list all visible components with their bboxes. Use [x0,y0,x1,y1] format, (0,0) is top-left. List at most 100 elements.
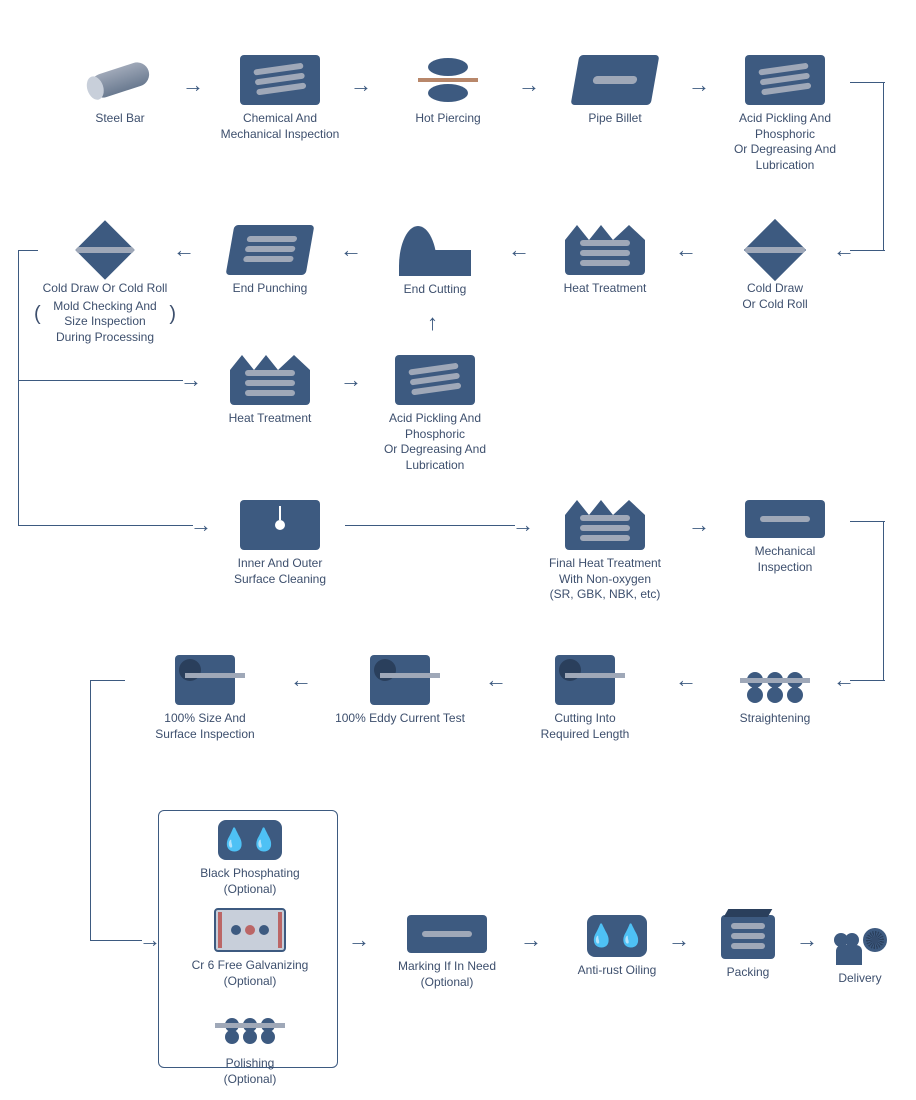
step-hot-piercing: Hot Piercing [373,55,523,127]
heat-treatment-icon [565,500,645,550]
step-eddy-current-test: 100% Eddy Current Test [310,655,490,727]
step-label: End Cutting [360,282,510,298]
step-label: Steel Bar [45,111,195,127]
step-label: Acid Pickling And Phosphoric Or Degreasi… [360,411,510,473]
end-punching-icon [226,225,315,275]
connector-line [18,250,19,380]
arrow-icon [348,927,370,953]
arrow-icon [427,310,438,336]
step-label: Delivery [810,971,910,987]
step-packing: Packing [688,915,808,981]
step-cold-draw-1: Cold Draw Or Cold Roll [700,225,850,312]
arrow-icon [688,512,710,538]
step-marking: Marking If In Need (Optional) [372,915,522,990]
step-label: Black Phosphating (Optional) [175,866,325,897]
step-label: Straightening [700,711,850,727]
arrow-icon [518,72,540,98]
cutting-icon [555,655,615,705]
marking-icon [407,915,487,953]
pipe-billet-icon [571,55,660,105]
step-chem-mech-inspection: Chemical And Mechanical Inspection [205,55,355,142]
step-black-phosphating: 💧💧 Black Phosphating (Optional) [175,820,325,897]
step-label: Cutting Into Required Length [510,711,660,742]
acid-pickling-icon [395,355,475,405]
droplets-icon: 💧💧 [588,923,647,949]
connector-line [850,680,885,681]
arrow-icon [668,927,690,953]
step-label: Mechanical Inspection [710,544,860,575]
step-label: Polishing (Optional) [175,1056,325,1087]
end-cutting-icon [395,218,475,276]
step-label: Inner And Outer Surface Cleaning [205,556,355,587]
step-heat-treatment-2: Heat Treatment [195,355,345,427]
step-label: Chemical And Mechanical Inspection [205,111,355,142]
connector-line [18,380,183,381]
step-final-heat-treatment: Final Heat Treatment With Non-oxygen (SR… [530,500,680,603]
step-label: Anti-rust Oiling [542,963,692,979]
acid-pickling-icon [745,55,825,105]
galvanizing-icon [214,908,286,952]
arrow-icon [675,667,697,693]
connector-line [90,680,125,681]
step-label: End Punching [195,281,345,297]
step-cutting-length: Cutting Into Required Length [510,655,660,742]
connector-line [18,380,19,525]
step-polishing: Polishing (Optional) [175,1000,325,1087]
step-label: Cold Draw Or Cold Roll [30,281,180,297]
step-label: Acid Pickling And Phosphoric Or Degreasi… [710,111,860,173]
connector-line [90,940,142,941]
cold-draw-icon [65,225,145,275]
step-mechanical-inspection: Mechanical Inspection [710,500,860,575]
step-acid-pickling-1: Acid Pickling And Phosphoric Or Degreasi… [710,55,860,173]
droplets-icon: 💧💧 [221,827,280,853]
connector-line [850,250,885,251]
step-label: Cold Draw Or Cold Roll [700,281,850,312]
step-delivery: Delivery [810,915,910,987]
eddy-test-icon [370,655,430,705]
connector-line [883,82,884,250]
arrow-icon [340,367,362,393]
step-label: Packing [688,965,808,981]
step-galvanizing: Cr 6 Free Galvanizing (Optional) [175,908,325,989]
steel-bar-icon [80,55,160,105]
step-label: Cr 6 Free Galvanizing (Optional) [175,958,325,989]
step-label: Final Heat Treatment With Non-oxygen (SR… [530,556,680,603]
connector-line [850,521,885,522]
hot-piercing-icon [408,55,488,105]
cold-draw-icon [735,225,815,275]
connector-line [883,521,884,680]
arrow-icon [520,927,542,953]
arrow-icon [182,72,204,98]
connector-line [18,250,38,251]
step-sub-label: ( Mold Checking And Size Inspection Duri… [30,299,180,346]
arrow-icon [508,237,530,263]
step-size-surface-inspection: 100% Size And Surface Inspection [120,655,290,742]
inspection-icon [175,655,235,705]
packing-icon [721,915,775,959]
step-surface-cleaning: Inner And Outer Surface Cleaning [205,500,355,587]
step-label: Hot Piercing [373,111,523,127]
connector-line [850,82,885,83]
oiling-icon: 💧💧 [587,915,647,957]
step-cold-draw-2: Cold Draw Or Cold Roll ( Mold Checking A… [30,225,180,345]
step-label: 100% Eddy Current Test [310,711,490,727]
inspection-icon [240,55,320,105]
straightening-icon [735,655,815,705]
step-heat-treatment-1: Heat Treatment [530,225,680,297]
step-label: Heat Treatment [195,411,345,427]
step-label: Heat Treatment [530,281,680,297]
connector-line [18,525,193,526]
step-end-punching: End Punching [195,225,345,297]
step-acid-pickling-2: Acid Pickling And Phosphoric Or Degreasi… [360,355,510,473]
heat-treatment-icon [565,225,645,275]
step-end-cutting: End Cutting [360,218,510,298]
arrow-icon [350,72,372,98]
connector-line [345,525,515,526]
step-pipe-billet: Pipe Billet [540,55,690,127]
mech-inspection-icon [745,500,825,538]
arrow-icon [290,667,312,693]
step-label: 100% Size And Surface Inspection [120,711,290,742]
delivery-icon [820,915,900,965]
polishing-icon [210,1000,290,1050]
arrow-icon [688,72,710,98]
